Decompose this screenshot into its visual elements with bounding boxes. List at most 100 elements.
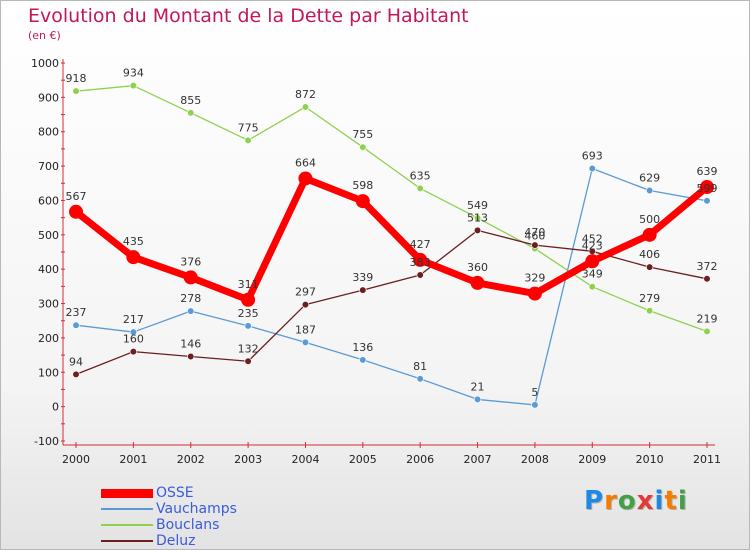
data-point-deluz-2003 <box>244 357 252 365</box>
data-label-osse-2007: 360 <box>467 261 488 274</box>
data-point-bouclans-2006 <box>416 184 424 193</box>
data-label-deluz-2009: 452 <box>582 232 603 245</box>
data-label-bouclans-2009: 349 <box>582 268 603 281</box>
legend-swatch-deluz <box>101 540 153 542</box>
y-tick-label: 400 <box>38 263 59 276</box>
logo-letter: x <box>636 486 655 516</box>
legend-label-vauchamps: Vauchamps <box>156 501 237 517</box>
data-point-deluz-2001 <box>129 348 137 356</box>
data-label-bouclans-2005: 755 <box>352 128 373 141</box>
data-point-osse-2000 <box>69 204 83 219</box>
data-point-vauchamps-2004 <box>301 338 310 346</box>
data-point-bouclans-2007 <box>473 214 482 222</box>
y-tick-label: 300 <box>38 298 59 311</box>
data-point-bouclans-2011 <box>703 327 711 335</box>
data-label-osse-2006: 427 <box>410 238 431 251</box>
data-label-bouclans-2003: 775 <box>238 121 259 134</box>
legend-label-bouclans: Bouclans <box>156 517 220 533</box>
data-label-vauchamps-2005: 136 <box>352 341 373 354</box>
data-label-bouclans-2001: 934 <box>123 67 144 80</box>
data-label-deluz-2006: 383 <box>410 256 431 269</box>
series-line-bouclans <box>75 85 708 333</box>
x-tick-label: 2001 <box>119 453 147 466</box>
data-label-osse-2008: 329 <box>524 272 545 285</box>
data-label-vauchamps-2003: 235 <box>238 307 259 320</box>
data-label-bouclans-2008: 460 <box>524 230 545 243</box>
data-point-bouclans-2004 <box>301 103 310 111</box>
data-point-osse-2007 <box>470 275 485 290</box>
x-tick-label: 2006 <box>406 453 434 466</box>
data-point-bouclans-2005 <box>359 143 367 151</box>
data-point-bouclans-2010 <box>646 307 654 315</box>
x-tick-label: 2011 <box>693 453 721 466</box>
data-point-bouclans-2009 <box>588 283 596 291</box>
data-point-deluz-2010 <box>646 263 654 271</box>
data-point-osse-2002 <box>183 270 198 285</box>
legend-swatch-bouclans <box>101 524 153 526</box>
data-point-deluz-2005 <box>359 286 367 294</box>
data-point-deluz-2007 <box>473 226 482 234</box>
data-label-osse-2004: 664 <box>295 156 316 169</box>
logo-letter: o <box>617 486 637 516</box>
chart-title: Evolution du Montant de la Dette par Hab… <box>28 5 469 27</box>
x-tick-label: 2005 <box>349 453 377 466</box>
y-tick-label: 200 <box>38 332 59 345</box>
data-label-bouclans-2004: 872 <box>295 88 316 101</box>
data-point-vauchamps-2011 <box>703 197 711 205</box>
legend-swatch-vauchamps <box>101 508 153 510</box>
data-label-vauchamps-2007: 21 <box>471 380 485 393</box>
data-point-vauchamps-2000 <box>72 321 80 329</box>
y-tick-label: 0 <box>52 401 59 414</box>
x-tick-label: 2009 <box>578 453 606 466</box>
data-point-deluz-2002 <box>187 352 195 361</box>
data-label-vauchamps-2006: 81 <box>413 360 427 373</box>
y-tick-label: 900 <box>38 91 59 104</box>
data-label-deluz-2004: 297 <box>295 286 316 299</box>
data-label-deluz-2002: 146 <box>180 337 201 350</box>
data-point-osse-2006 <box>413 252 428 267</box>
data-labels-layer: 918 934 855 775 872 755 635 549 460 349 279 219 237 2… <box>66 67 718 399</box>
series-line-vauchamps <box>75 167 708 406</box>
data-point-deluz-2008 <box>531 241 539 249</box>
data-label-osse-2002: 376 <box>180 255 201 268</box>
y-tick-label: 800 <box>38 126 59 139</box>
data-point-vauchamps-2001 <box>129 328 137 336</box>
series-line-osse <box>72 174 711 304</box>
axes: -100 0 100 200 300 400 500 600 700 800 900 1000 2000… <box>31 57 721 466</box>
y-tick-label: 100 <box>38 366 59 379</box>
data-point-deluz-2000 <box>72 370 80 378</box>
data-label-vauchamps-2000: 237 <box>66 306 87 319</box>
data-point-vauchamps-2003 <box>244 322 252 330</box>
y-tick-label: 600 <box>38 194 59 207</box>
data-point-vauchamps-2005 <box>359 356 367 364</box>
logo-letter: i <box>654 486 665 516</box>
data-label-vauchamps-2009: 693 <box>582 149 603 162</box>
data-label-osse-2009: 423 <box>582 239 603 252</box>
data-label-bouclans-2011: 219 <box>697 312 718 325</box>
data-point-bouclans-2001 <box>129 82 137 90</box>
x-tick-label: 2010 <box>636 453 664 466</box>
data-label-osse-2001: 435 <box>123 235 144 248</box>
legend-label-deluz: Deluz <box>156 533 196 549</box>
data-point-osse-2004 <box>298 171 313 186</box>
data-point-osse-2005 <box>355 194 370 209</box>
y-tick-label: 700 <box>38 160 59 173</box>
data-point-vauchamps-2008 <box>531 401 539 409</box>
logo-letter: t <box>664 486 678 516</box>
data-label-vauchamps-2008: 5 <box>531 386 538 399</box>
x-tick-label: 2004 <box>291 453 319 466</box>
data-label-osse-2005: 598 <box>352 179 373 192</box>
proxiti-logo: Proxiti <box>584 486 688 516</box>
y-tick-label: -100 <box>34 435 59 448</box>
data-point-vauchamps-2010 <box>646 186 654 195</box>
logo-letter: P <box>584 486 605 516</box>
data-point-vauchamps-2006 <box>416 375 424 383</box>
data-point-osse-2011 <box>700 180 714 195</box>
data-point-osse-2008 <box>527 286 542 301</box>
data-point-deluz-2011 <box>703 275 711 283</box>
data-point-bouclans-2003 <box>244 136 252 144</box>
legend-label-osse: OSSE <box>156 485 194 501</box>
x-tick-label: 2002 <box>177 453 205 466</box>
